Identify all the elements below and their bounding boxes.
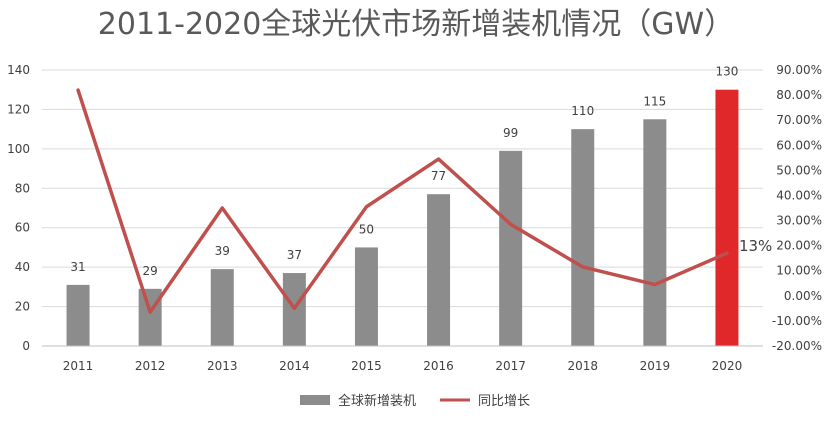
x-tick-label: 2018: [567, 359, 598, 373]
bar: [427, 194, 451, 346]
right-tick-label: -20.00%: [772, 339, 822, 353]
left-tick-label: 140: [7, 63, 30, 77]
right-tick-label: 10.00%: [776, 264, 822, 278]
bar-data-label: 110: [571, 104, 594, 118]
left-tick-label: 60: [15, 221, 30, 235]
bar-data-label: 77: [431, 169, 446, 183]
right-tick-label: 90.00%: [776, 63, 822, 77]
bar-data-label: 31: [70, 260, 85, 274]
growth-annotation: 13%: [739, 237, 772, 255]
legend-label-bar: 全球新增装机: [338, 393, 416, 409]
line-series: 13%: [76, 88, 772, 314]
left-tick-label: 100: [7, 142, 30, 156]
right-tick-label: 50.00%: [776, 163, 822, 177]
left-tick-label: 80: [15, 181, 30, 195]
x-tick-label: 2011: [63, 359, 94, 373]
right-tick-label: 70.00%: [776, 113, 822, 127]
bar-data-label: 50: [359, 222, 374, 236]
legend-swatch-bar: [300, 395, 330, 405]
bar-data-label: 99: [503, 126, 518, 140]
bar-data-label: 115: [643, 94, 666, 108]
right-tick-label: -10.00%: [772, 314, 822, 328]
x-tick-label: 2015: [351, 359, 382, 373]
bar-series: [66, 89, 739, 347]
gridlines: [42, 69, 763, 347]
bar: [66, 284, 90, 346]
right-tick-label: 60.00%: [776, 138, 822, 152]
bar-data-label: 37: [287, 248, 302, 262]
left-tick-label: 0: [22, 339, 30, 353]
legend: 全球新增装机 同比增长: [300, 393, 530, 409]
chart-title: 2011-2020全球光伏市场新增装机情况（GW）: [98, 7, 734, 42]
right-tick-label: 20.00%: [776, 239, 822, 253]
bar: [354, 247, 378, 346]
bar: [138, 288, 162, 346]
right-tick-label: 80.00%: [776, 88, 822, 102]
x-axis: 2011 2012 2013 2014 2015 2016 2017 2018 2019 2020: [42, 345, 763, 373]
bar: [499, 150, 523, 346]
x-tick-label: 2012: [135, 359, 166, 373]
right-axis: -20.00% -10.00% 0.00% 10.00% 20.00% 30.00% 40.…: [772, 63, 822, 353]
bar: [210, 269, 234, 346]
left-tick-label: 120: [7, 102, 30, 116]
x-tick-label: 2020: [712, 359, 743, 373]
bar: [643, 119, 667, 347]
x-tick-label: 2013: [207, 359, 238, 373]
left-tick-label: 20: [15, 300, 30, 314]
left-tick-label: 40: [15, 260, 30, 274]
bar: [571, 129, 595, 346]
x-tick-label: 2017: [495, 359, 526, 373]
growth-line: [76, 88, 729, 314]
x-tick-label: 2019: [640, 359, 671, 373]
bar-data-label: 39: [215, 244, 230, 258]
right-tick-label: 0.00%: [784, 289, 822, 303]
bar-data-label: 29: [143, 264, 158, 278]
legend-label-line: 同比增长: [478, 394, 530, 409]
x-tick-label: 2016: [423, 359, 454, 373]
bar-data-labels: 31 29 39 37 50 77 99 110 115 130: [70, 65, 738, 278]
bar: [715, 89, 739, 346]
right-tick-label: 30.00%: [776, 214, 822, 228]
left-axis: 0 20 40 60 80 100 120 140: [7, 63, 30, 353]
x-tick-label: 2014: [279, 359, 310, 373]
right-tick-label: 40.00%: [776, 188, 822, 202]
bar-data-label: 130: [715, 65, 738, 79]
